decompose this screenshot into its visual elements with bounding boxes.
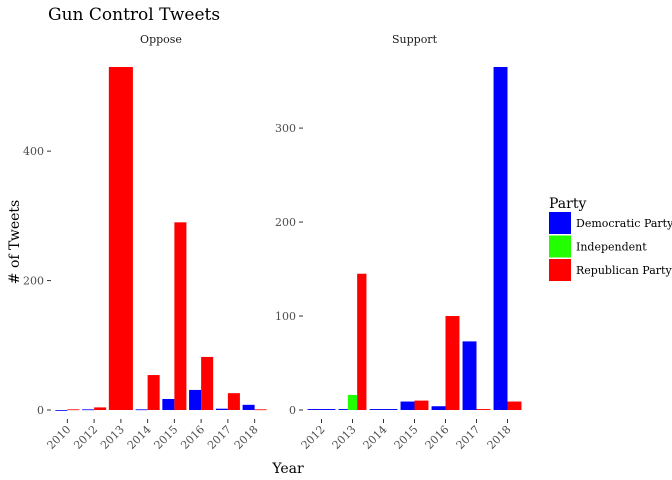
x-tick-label: 2012 (71, 423, 100, 452)
bar-support-2015-democratic-party (400, 401, 415, 410)
x-tick-label: 2015 (152, 423, 181, 452)
y-tick-label: 300 (275, 122, 296, 135)
bar-support-2014-democratic-party (369, 409, 398, 410)
bar-oppose-2016-republican-party (201, 356, 214, 410)
x-tick-label: 2015 (392, 423, 421, 452)
bar-support-2016-republican-party (445, 316, 460, 410)
bar-support-2015-republican-party (414, 400, 429, 410)
bar-oppose-2017-democratic-party (215, 408, 228, 410)
x-axis-title: Year (271, 461, 304, 477)
legend: Party Democratic Party Independent Republi… (549, 196, 672, 281)
bar-oppose-2015-republican-party (174, 222, 187, 410)
x-tick-label: 2013 (330, 423, 359, 452)
y-axis-title: # of Tweets (7, 200, 23, 284)
bar-oppose-2018-democratic-party (242, 404, 255, 410)
x-tick-label: 2017 (205, 423, 234, 452)
y-tick-label: 0 (37, 404, 44, 417)
bar-oppose-2010-democratic-party (55, 410, 68, 411)
bar-support-2017-republican-party (476, 409, 491, 410)
legend-title: Party (549, 196, 586, 212)
bar-oppose-2014-republican-party (147, 375, 160, 410)
x-tick-label: 2014 (125, 423, 154, 452)
x-tick-label: 2012 (299, 423, 328, 452)
bar-oppose-2014-democratic-party (135, 409, 148, 411)
legend-label-democratic-party: Democratic Party (576, 217, 672, 230)
bar-oppose-2012-republican-party (94, 407, 107, 410)
bar-support-2018-republican-party (507, 401, 522, 410)
x-tick-label: 2013 (98, 423, 127, 452)
y-tick-label: 100 (275, 310, 296, 323)
bar-oppose-2012-democratic-party (82, 409, 95, 411)
bar-support-2012-democratic-party (307, 409, 336, 410)
chart-title: Gun Control Tweets (48, 5, 220, 25)
bar-oppose-2015-democratic-party (162, 398, 175, 410)
legend-label-independent: Independent (576, 241, 647, 254)
facet-label: Oppose (140, 33, 182, 46)
x-tick-label: 2010 (45, 423, 74, 452)
legend-label-republican-party: Republican Party (576, 264, 672, 277)
facet-label: Support (392, 33, 438, 46)
x-tick-label: 2016 (423, 423, 452, 452)
bar-support-2013-independent (347, 394, 358, 410)
bar-support-2018-democratic-party (493, 67, 508, 410)
x-tick-label: 2017 (454, 423, 483, 452)
bar-oppose-2018-republican-party (254, 409, 267, 411)
x-tick-label: 2014 (361, 423, 390, 452)
legend-swatch-independent (549, 235, 571, 258)
y-tick-label: 0 (289, 404, 296, 417)
legend-swatch-republican-party (549, 259, 571, 281)
bar-support-2013-republican-party (357, 273, 367, 410)
x-tick-label: 2018 (232, 423, 261, 452)
x-tick-label: 2016 (178, 423, 207, 452)
bar-oppose-2013-republican-party (108, 67, 133, 410)
facet-oppose: Oppose0200400201020122013201420152016201… (23, 33, 267, 452)
bar-oppose-2017-republican-party (227, 393, 240, 410)
bar-oppose-2010-republican-party (67, 409, 80, 411)
bar-support-2016-democratic-party (431, 406, 446, 410)
legend-swatch-democratic-party (549, 212, 571, 234)
y-tick-label: 400 (23, 145, 44, 158)
y-tick-label: 200 (275, 216, 296, 229)
bar-oppose-2016-democratic-party (189, 389, 202, 410)
y-tick-label: 200 (23, 275, 44, 288)
bar-support-2017-democratic-party (462, 341, 477, 410)
bar-support-2013-democratic-party (338, 409, 348, 410)
x-tick-label: 2018 (485, 423, 514, 452)
